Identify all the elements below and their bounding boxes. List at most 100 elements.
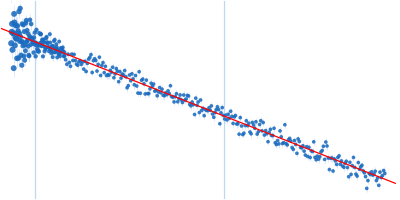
Point: [25, 45, 32, 48]
Point: [33, 41, 39, 45]
Point: [283, 142, 289, 145]
Point: [229, 115, 235, 118]
Point: [16, 10, 22, 13]
Point: [307, 156, 313, 159]
Point: [129, 72, 135, 75]
Point: [309, 150, 316, 153]
Point: [86, 56, 93, 59]
Point: [162, 91, 169, 94]
Point: [282, 123, 288, 126]
Point: [277, 129, 283, 132]
Point: [50, 55, 56, 59]
Point: [32, 43, 38, 46]
Point: [30, 40, 36, 44]
Point: [59, 48, 65, 51]
Point: [100, 61, 106, 64]
Point: [348, 173, 354, 176]
Point: [12, 36, 18, 39]
Point: [9, 22, 15, 25]
Point: [10, 32, 16, 35]
Point: [362, 175, 369, 178]
Point: [191, 113, 198, 116]
Point: [152, 90, 158, 93]
Point: [218, 111, 224, 114]
Point: [167, 84, 174, 87]
Point: [354, 174, 360, 178]
Point: [43, 35, 50, 39]
Point: [173, 92, 180, 95]
Point: [58, 50, 64, 53]
Point: [200, 107, 206, 110]
Point: [50, 51, 57, 54]
Point: [36, 50, 42, 53]
Point: [114, 70, 121, 73]
Point: [304, 155, 311, 158]
Point: [9, 48, 16, 51]
Point: [279, 142, 286, 145]
Point: [192, 97, 199, 100]
Point: [12, 24, 19, 27]
Point: [48, 52, 55, 55]
Point: [352, 166, 358, 169]
Point: [204, 109, 211, 112]
Point: [364, 187, 370, 190]
Point: [34, 44, 40, 47]
Point: [17, 35, 24, 38]
Point: [314, 155, 320, 158]
Point: [206, 106, 212, 109]
Point: [106, 74, 112, 77]
Point: [52, 51, 58, 54]
Point: [27, 18, 33, 21]
Point: [113, 67, 120, 70]
Point: [14, 24, 20, 28]
Point: [359, 164, 365, 167]
Point: [26, 54, 32, 57]
Point: [8, 42, 14, 45]
Point: [156, 86, 163, 89]
Point: [224, 118, 230, 121]
Point: [8, 30, 15, 33]
Point: [58, 51, 64, 54]
Point: [211, 116, 217, 119]
Point: [343, 160, 350, 163]
Point: [312, 156, 318, 159]
Point: [270, 134, 276, 137]
Point: [84, 62, 90, 65]
Point: [374, 176, 381, 179]
Point: [159, 88, 165, 91]
Point: [45, 41, 51, 44]
Point: [119, 72, 126, 76]
Point: [368, 170, 375, 173]
Point: [294, 152, 300, 155]
Point: [380, 169, 387, 172]
Point: [70, 59, 76, 62]
Point: [33, 28, 40, 31]
Point: [36, 44, 43, 47]
Point: [350, 156, 357, 159]
Point: [285, 138, 292, 141]
Point: [37, 33, 44, 36]
Point: [52, 50, 59, 53]
Point: [144, 92, 151, 95]
Point: [276, 142, 282, 145]
Point: [174, 100, 181, 103]
Point: [53, 47, 59, 50]
Point: [240, 133, 246, 136]
Point: [48, 48, 54, 52]
Point: [61, 55, 68, 58]
Point: [289, 146, 295, 149]
Point: [105, 73, 111, 76]
Point: [250, 123, 257, 127]
Point: [101, 71, 108, 74]
Point: [238, 124, 245, 128]
Point: [213, 108, 220, 111]
Point: [360, 169, 366, 173]
Point: [92, 59, 99, 62]
Point: [236, 133, 242, 136]
Point: [377, 171, 383, 174]
Point: [12, 44, 18, 47]
Point: [13, 37, 19, 40]
Point: [46, 46, 52, 49]
Point: [61, 54, 67, 57]
Point: [188, 104, 194, 107]
